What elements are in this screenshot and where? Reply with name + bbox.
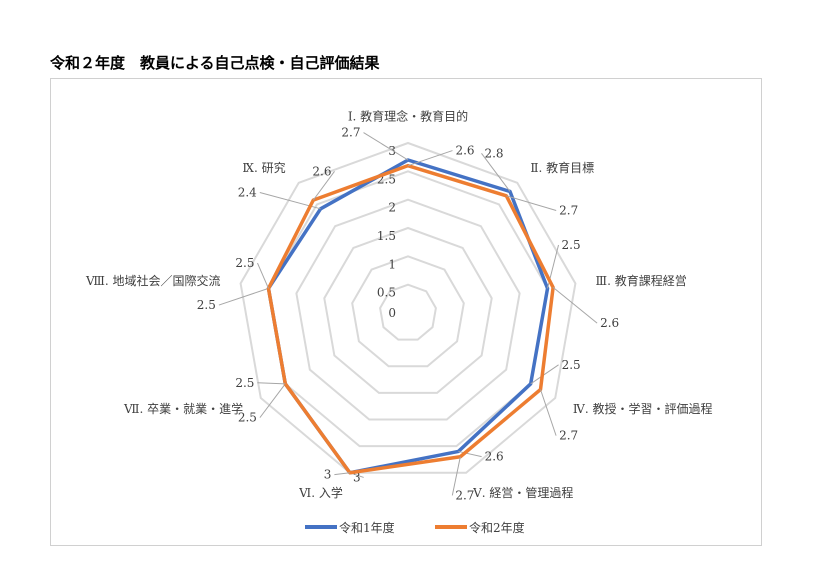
grid-ring	[379, 283, 437, 341]
category-label: Ⅲ. 教育課程経営	[596, 273, 687, 288]
data-label-leader	[363, 132, 409, 161]
chart-area	[50, 78, 762, 546]
category-label: Ⅰ. 教育理念・教育目的	[348, 109, 468, 124]
axis-tick-label: 1.5	[377, 229, 396, 243]
data-label: 2.6	[485, 450, 504, 464]
legend-label: 令和1年度	[339, 520, 395, 535]
data-label: 2.5	[235, 256, 254, 270]
data-label: 2.7	[455, 488, 474, 502]
grid-ring	[267, 170, 549, 448]
data-label: 2.5	[562, 358, 581, 372]
data-label: 2.8	[484, 146, 503, 160]
grid-ring	[351, 255, 465, 368]
category-label: Ⅸ. 研究	[242, 160, 285, 175]
data-label-leader	[506, 195, 557, 211]
data-label: 2.6	[312, 164, 331, 178]
category-label: Ⅵ. 入学	[298, 485, 343, 500]
category-label: Ⅷ. 地域社会／国際交流	[85, 273, 221, 288]
data-label-leader	[218, 287, 269, 306]
data-label-leader	[540, 389, 557, 436]
data-label: 2.6	[600, 316, 619, 330]
data-label-leader	[334, 472, 350, 476]
data-label-leader	[530, 364, 559, 385]
category-label: Ⅴ. 経営・管理過程	[472, 485, 573, 500]
data-label-leader	[407, 150, 453, 167]
series-line-2	[266, 163, 555, 475]
category-label: Ⅶ. 卒業・就業・進学	[123, 401, 243, 416]
grid-ring	[239, 141, 577, 474]
axis-tick-label: 1	[388, 257, 396, 271]
data-label-leader	[259, 383, 286, 418]
category-label: Ⅳ. 教授・学習・評価過程	[573, 401, 713, 416]
grid-ring	[323, 226, 493, 394]
data-label-leader	[451, 456, 461, 496]
data-label: 2.5	[238, 411, 257, 425]
legend-label: 令和2年度	[469, 520, 525, 535]
data-label-leader	[257, 262, 269, 289]
axis-tick-label: 3	[388, 144, 396, 158]
axis-tick-label: 0	[388, 306, 396, 320]
data-label: 2.5	[235, 376, 254, 390]
data-label: 3	[353, 470, 361, 484]
data-label-leader	[458, 450, 482, 458]
axis-tick-label: 2	[388, 201, 396, 215]
data-label-leader	[257, 382, 286, 385]
data-label: 2.5	[562, 238, 581, 252]
grid-ring	[295, 198, 521, 421]
data-label: 2.7	[341, 126, 360, 140]
data-label-leader	[312, 171, 335, 201]
data-label-leader	[481, 153, 511, 192]
data-label: 2.4	[238, 186, 257, 200]
category-label: Ⅱ. 教育目標	[530, 160, 594, 175]
data-label: 2.6	[455, 144, 474, 158]
data-label: 2.7	[559, 204, 578, 218]
data-label: 2.5	[197, 298, 216, 312]
data-label: 3	[324, 468, 332, 482]
axis-tick-label: 0.5	[377, 286, 396, 300]
data-label: 2.7	[559, 429, 578, 443]
data-label-leader	[552, 287, 598, 324]
page-title: 令和２年度 教員による自己点検・自己評価結果	[50, 54, 380, 72]
